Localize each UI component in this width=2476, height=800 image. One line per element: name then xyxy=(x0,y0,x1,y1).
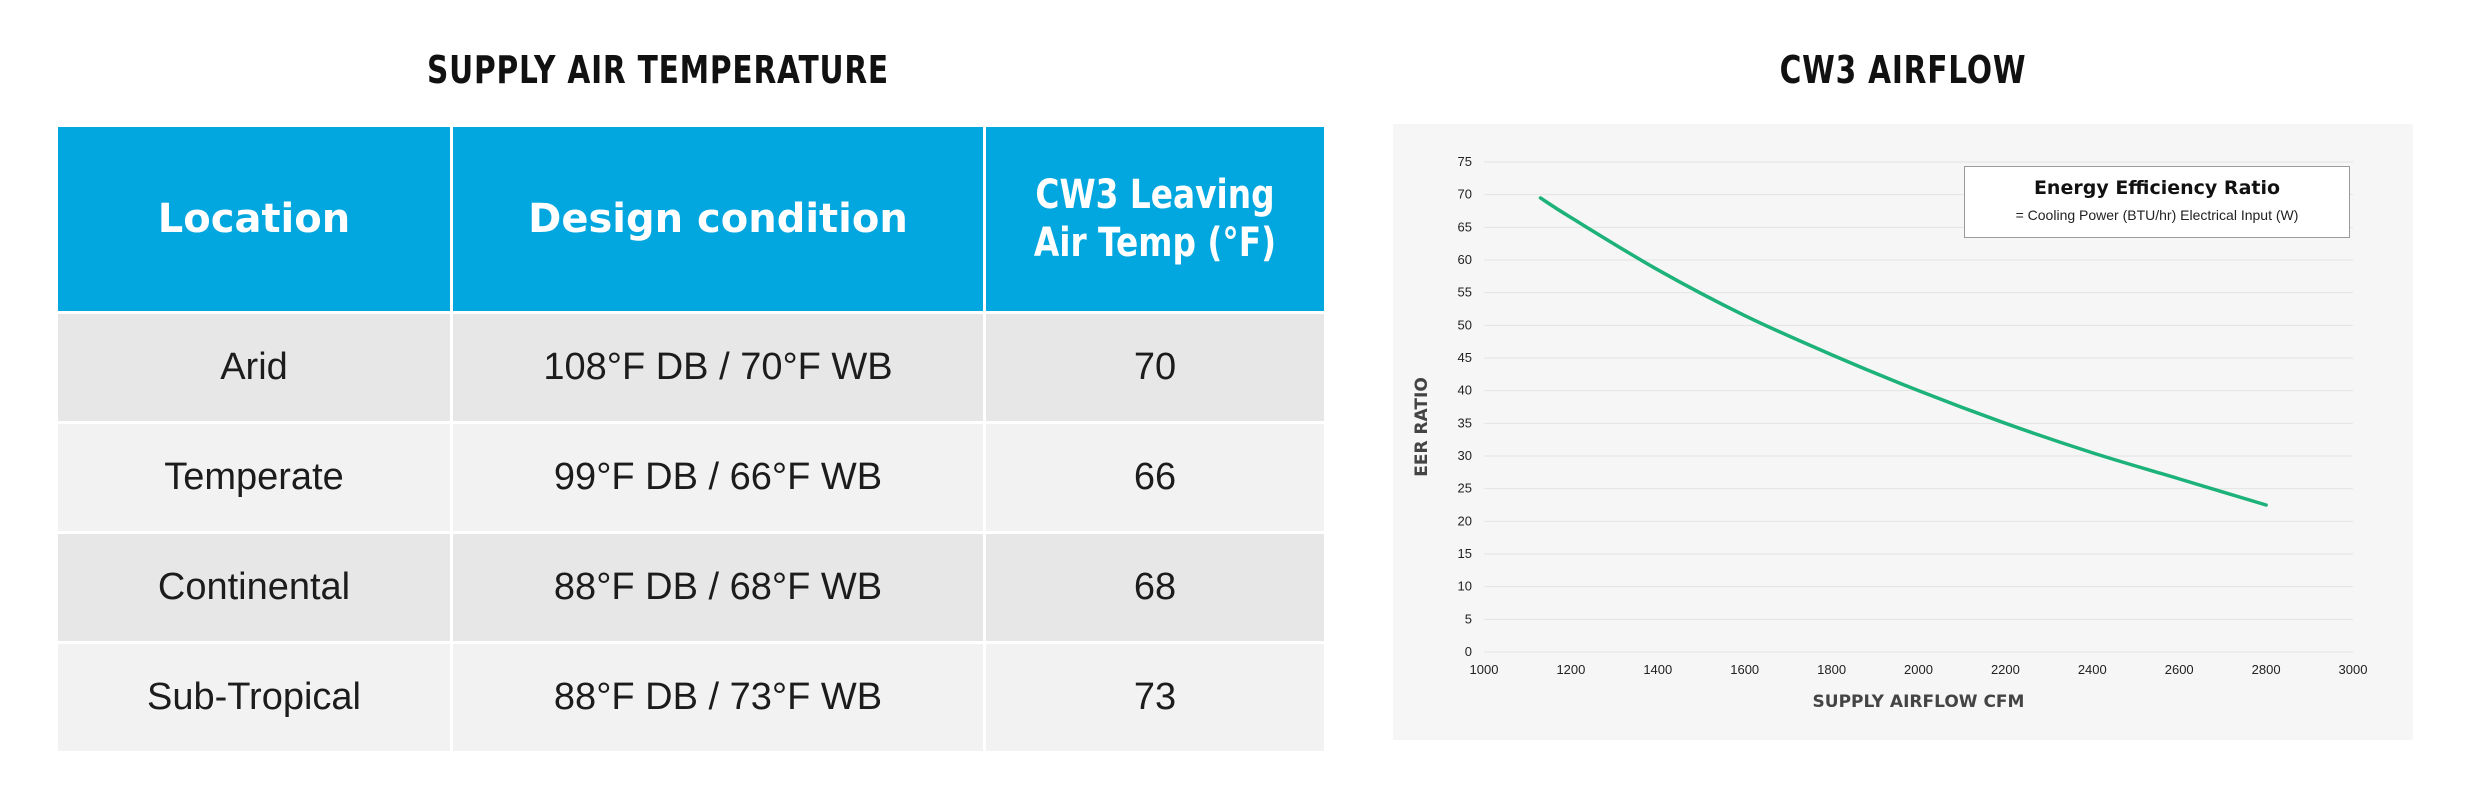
x-tick-label: 1800 xyxy=(1817,662,1846,677)
temp-cell: 73 xyxy=(986,641,1324,751)
chart-panel: 0 5 10 15 20 25 30 35 40 45 50 55 60 65 70 75 1000 1200 14… xyxy=(1393,124,2413,740)
x-tick-label: 2600 xyxy=(2165,662,2194,677)
y-tick-label: 25 xyxy=(1458,481,1472,496)
table-row: Arid 108°F DB / 70°F WB 70 xyxy=(58,311,1324,421)
supply-air-temperature-table: Location Design condition CW3 Leaving Ai… xyxy=(58,127,1324,751)
y-axis-title: EER RATIO xyxy=(1412,377,1432,477)
location-cell: Arid xyxy=(58,311,453,421)
location-cell: Temperate xyxy=(58,421,453,531)
condition-cell: 108°F DB / 70°F WB xyxy=(453,311,986,421)
table-title: SUPPLY AIR TEMPERATURE xyxy=(427,48,889,92)
table-row: Continental 88°F DB / 68°F WB 68 xyxy=(58,531,1324,641)
legend-title: Energy Efficiency Ratio xyxy=(2033,177,2281,199)
y-tick-label: 50 xyxy=(1458,317,1472,332)
x-tick-label: 1400 xyxy=(1643,662,1672,677)
x-tick-label: 1000 xyxy=(1470,662,1499,677)
x-axis-title: SUPPLY AIRFLOW CFM xyxy=(1813,692,2025,712)
condition-cell: 88°F DB / 73°F WB xyxy=(453,641,986,751)
legend-subtitle: = Cooling Power (BTU/hr) Electrical Inpu… xyxy=(2015,207,2299,223)
y-tick-label: 20 xyxy=(1458,513,1472,528)
condition-cell: 88°F DB / 68°F WB xyxy=(453,531,986,641)
header-location: Location xyxy=(58,127,453,311)
eer-line-chart: 0 5 10 15 20 25 30 35 40 45 50 55 60 65 70 75 1000 1200 14… xyxy=(1412,154,2368,712)
table-row: Temperate 99°F DB / 66°F WB 66 xyxy=(58,421,1324,531)
x-tick-label: 2000 xyxy=(1904,662,1933,677)
y-tick-label: 10 xyxy=(1458,579,1472,594)
temp-cell: 66 xyxy=(986,421,1324,531)
y-tick-label: 60 xyxy=(1458,252,1472,267)
y-tick-label: 75 xyxy=(1458,154,1472,169)
condition-cell: 99°F DB / 66°F WB xyxy=(453,421,986,531)
x-tick-label: 2800 xyxy=(2252,662,2281,677)
table-row: Sub-Tropical 88°F DB / 73°F WB 73 xyxy=(58,641,1324,751)
x-tick-label: 1200 xyxy=(1556,662,1585,677)
y-tick-label: 45 xyxy=(1458,350,1472,365)
y-tick-label: 40 xyxy=(1458,383,1472,398)
location-cell: Continental xyxy=(58,531,453,641)
temp-cell: 68 xyxy=(986,531,1324,641)
table-header-row: Location Design condition CW3 Leaving Ai… xyxy=(58,127,1324,311)
header-leaving-air-temp: CW3 Leaving Air Temp (°F) xyxy=(986,127,1324,311)
y-tick-label: 0 xyxy=(1465,644,1472,659)
x-tick-label: 3000 xyxy=(2339,662,2368,677)
y-tick-label: 35 xyxy=(1458,415,1472,430)
location-cell: Sub-Tropical xyxy=(58,641,453,751)
y-tick-label: 15 xyxy=(1458,546,1472,561)
chart-legend: Energy Efficiency Ratio = Cooling Power … xyxy=(1964,166,2350,238)
y-tick-label: 70 xyxy=(1458,187,1472,202)
chart-title: CW3 AIRFLOW xyxy=(1779,48,2027,92)
temp-cell: 70 xyxy=(986,311,1324,421)
y-tick-label: 55 xyxy=(1458,285,1472,300)
x-tick-label: 2200 xyxy=(1991,662,2020,677)
y-tick-label: 65 xyxy=(1458,219,1472,234)
eer-series-line xyxy=(1538,196,2268,507)
y-tick-label: 5 xyxy=(1465,611,1472,626)
header-design-condition: Design condition xyxy=(453,127,986,311)
x-tick-label: 1600 xyxy=(1730,662,1759,677)
header-leaving-air-temp-label: CW3 Leaving Air Temp (°F) xyxy=(1033,172,1277,266)
y-tick-label: 30 xyxy=(1458,448,1472,463)
x-tick-label: 2400 xyxy=(2078,662,2107,677)
